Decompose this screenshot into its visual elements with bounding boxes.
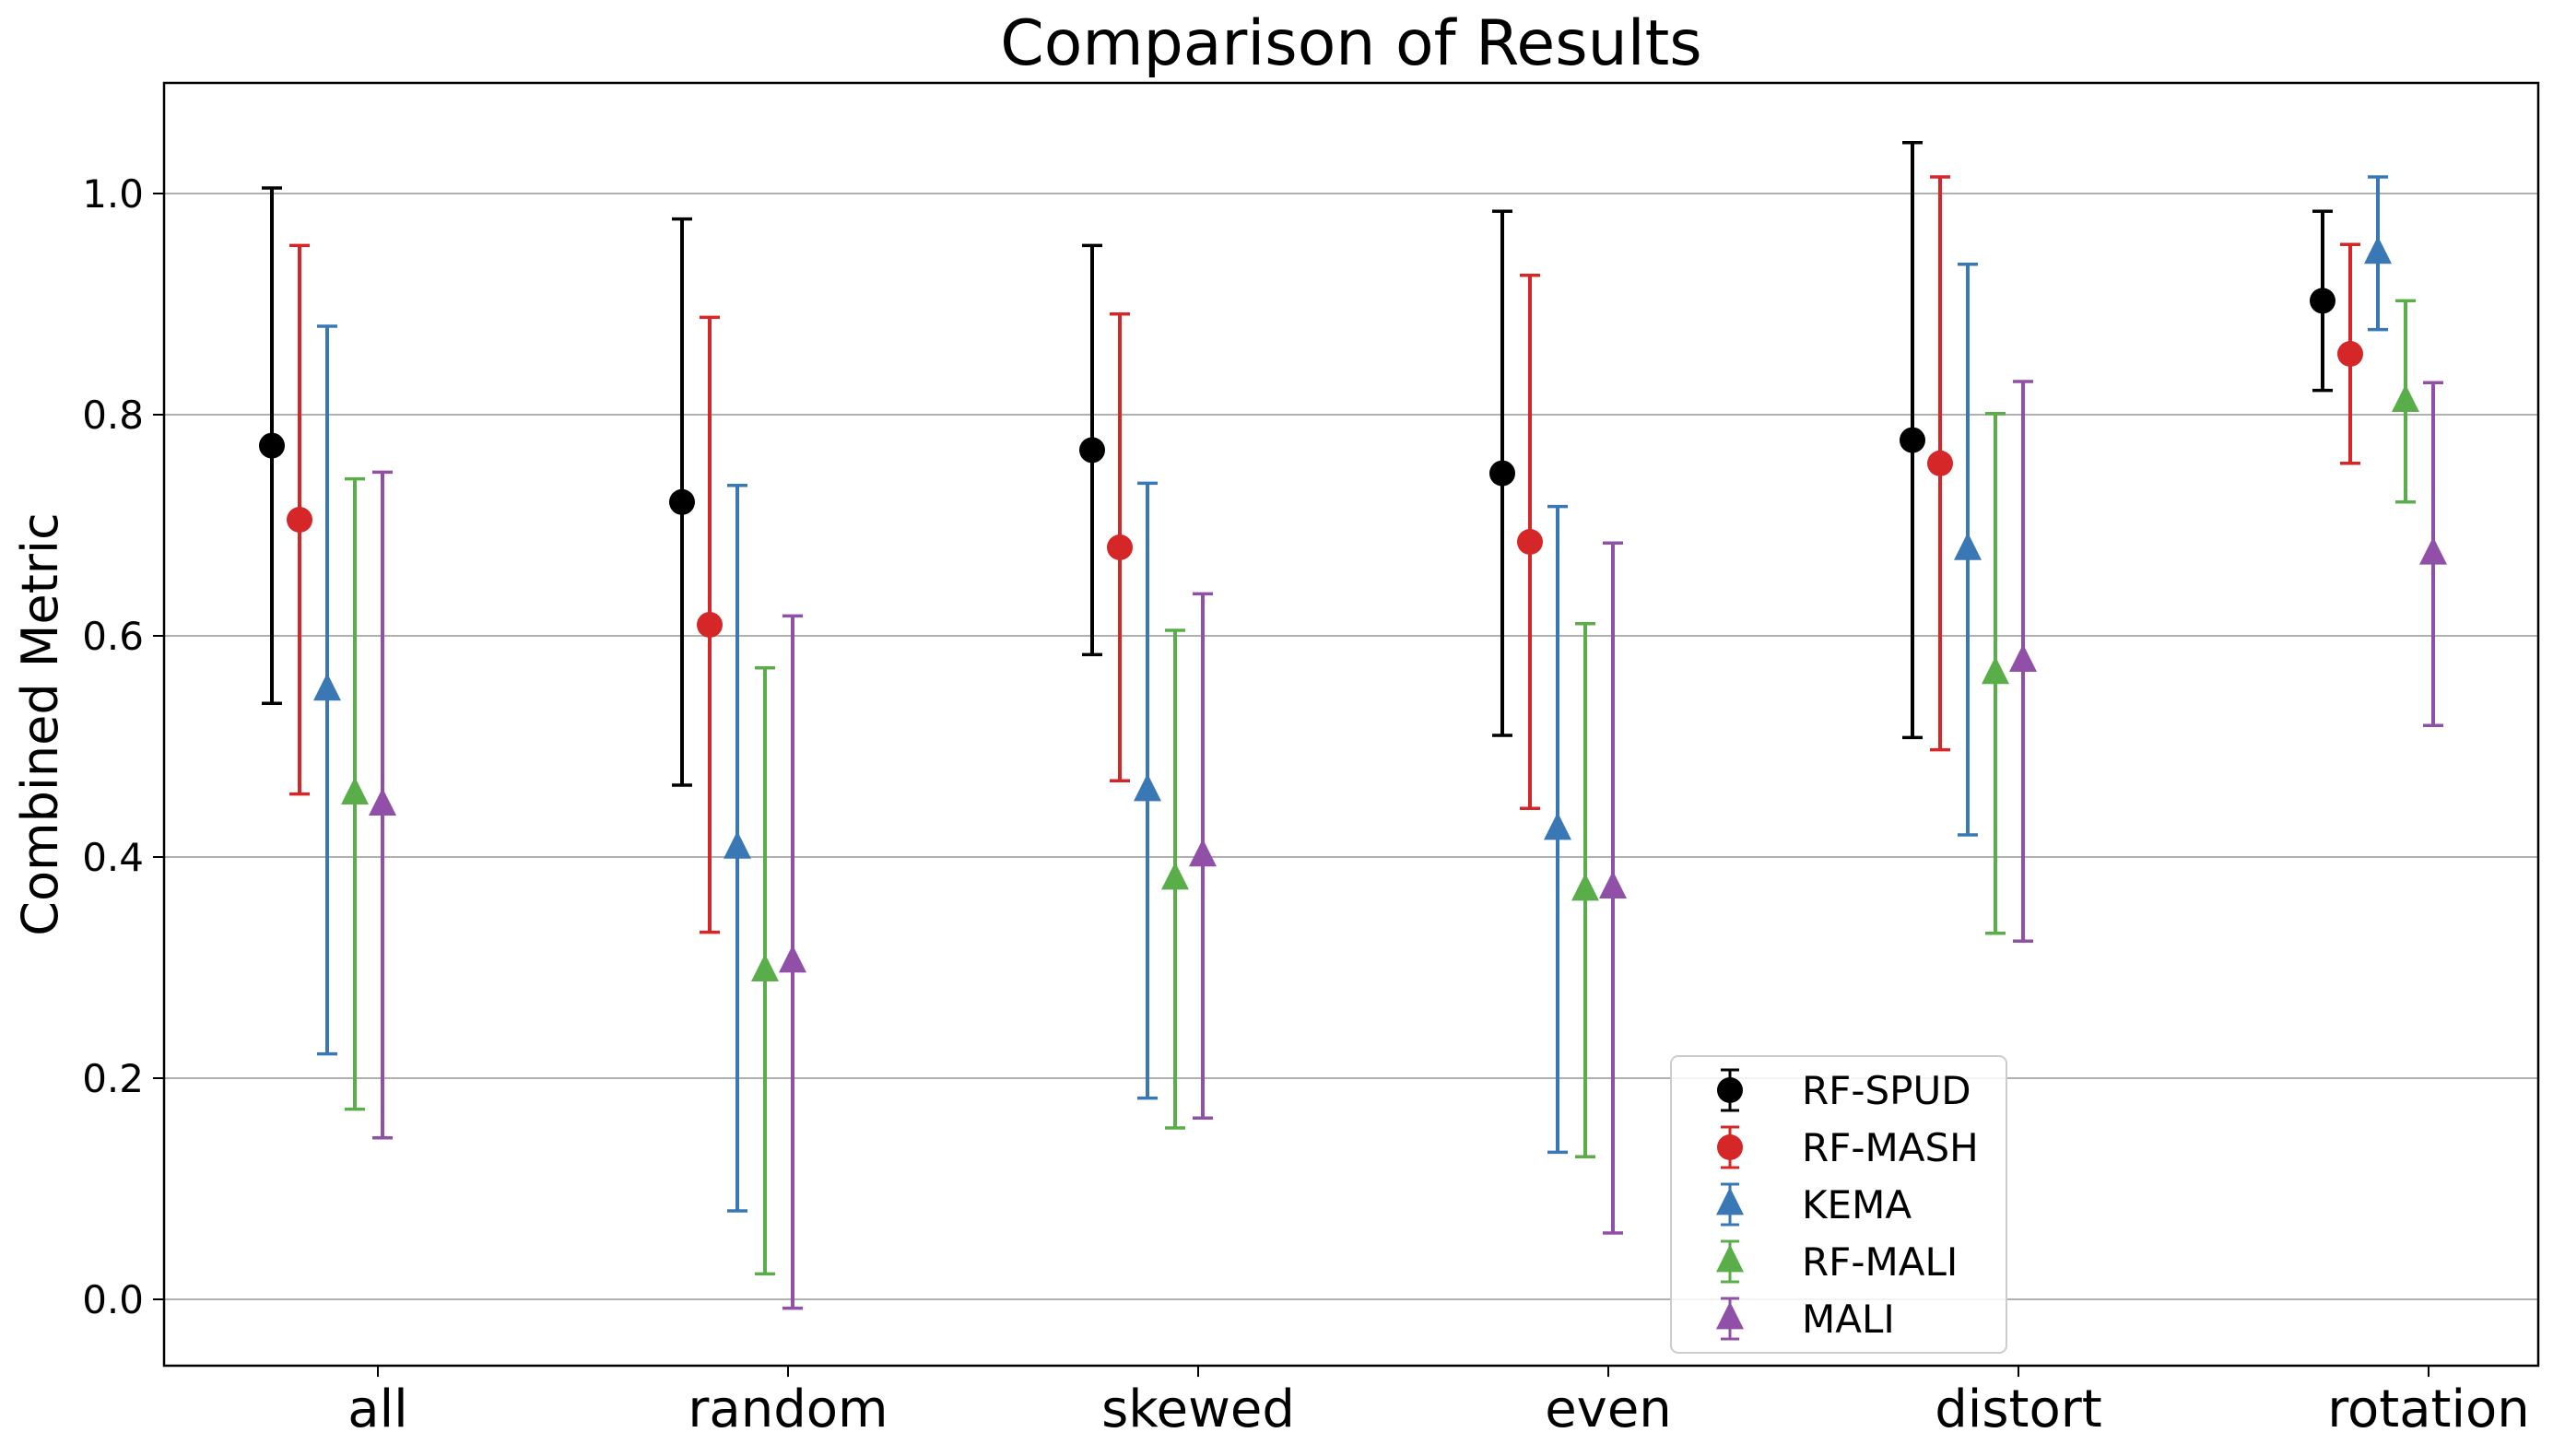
data-point — [2392, 384, 2419, 412]
x-tick-label: rotation — [2327, 1380, 2530, 1439]
data-point — [259, 432, 285, 459]
legend-items: RF-SPUD RF-MASH KEMA RF-MALI MALI — [1716, 1068, 1979, 1342]
data-point — [1571, 873, 1599, 901]
legend-marker — [1716, 1187, 1744, 1215]
data-point — [1900, 427, 1925, 453]
legend-item: RF-SPUD — [1717, 1068, 1971, 1113]
data-point — [1517, 529, 1543, 555]
data-point — [1161, 862, 1189, 890]
legend-label: MALI — [1802, 1297, 1895, 1342]
legend-label: RF-MASH — [1802, 1125, 1979, 1170]
x-tick-label: random — [688, 1380, 888, 1439]
x-tick-label: skewed — [1101, 1380, 1295, 1439]
y-axis-label: Combined Metric — [11, 512, 69, 935]
x-tick-label: even — [1545, 1380, 1672, 1439]
y-tick-label: 0.8 — [82, 393, 144, 438]
y-tick-label: 0.0 — [82, 1277, 144, 1322]
data-point — [779, 945, 806, 973]
data-point — [1134, 773, 1161, 802]
data-point — [669, 488, 695, 515]
legend-item: RF-MALI — [1716, 1239, 1958, 1285]
grid-layer — [164, 193, 2538, 1300]
legend-marker — [1716, 1244, 1744, 1273]
y-tick-label: 0.6 — [82, 614, 144, 659]
legend-frame — [1670, 1055, 2007, 1354]
legend-marker — [1717, 1077, 1743, 1103]
data-point — [1189, 839, 1217, 867]
legend: RF-SPUD RF-MASH KEMA RF-MALI MALI — [1670, 1055, 2007, 1354]
legend-label: RF-SPUD — [1802, 1068, 1971, 1113]
legend-marker — [1716, 1301, 1744, 1330]
legend-item: KEMA — [1716, 1182, 1912, 1227]
data-point — [1544, 812, 1571, 840]
data-point — [1954, 532, 1982, 560]
data-point — [369, 788, 396, 816]
x-axis: all random skewed even distort rotation — [347, 1366, 2530, 1439]
x-tick-label: all — [347, 1380, 407, 1439]
legend-item: MALI — [1716, 1297, 1895, 1342]
y-tick-label: 0.2 — [82, 1056, 144, 1101]
x-tick-label: distort — [1935, 1380, 2101, 1439]
y-axis: 0.0 0.2 0.4 0.6 0.8 1.0 — [82, 171, 164, 1322]
data-point — [1927, 450, 1953, 476]
data-point — [724, 830, 751, 859]
errorbars-layer — [262, 141, 2443, 1310]
data-point — [2337, 341, 2363, 367]
markers-layer — [259, 236, 2447, 981]
data-point — [751, 954, 779, 981]
data-point — [1079, 437, 1105, 464]
chart-title: Comparison of Results — [1000, 7, 1701, 80]
data-point — [2364, 236, 2392, 264]
y-tick-label: 0.4 — [82, 835, 144, 880]
data-point — [2009, 644, 2037, 672]
legend-label: KEMA — [1802, 1182, 1912, 1227]
data-point — [341, 777, 369, 804]
data-point — [1107, 534, 1133, 560]
data-point — [2310, 288, 2335, 314]
legend-marker — [1717, 1134, 1743, 1160]
data-point — [1599, 871, 1627, 898]
data-point — [697, 612, 723, 638]
legend-item: RF-MASH — [1717, 1125, 1979, 1170]
y-tick-label: 1.0 — [82, 171, 144, 217]
data-point — [287, 507, 312, 533]
data-point — [313, 673, 341, 701]
data-point — [1489, 460, 1515, 487]
data-point — [2419, 536, 2447, 565]
legend-label: RF-MALI — [1802, 1239, 1958, 1285]
plot-frame — [162, 81, 2540, 1368]
data-point — [1982, 656, 2009, 685]
